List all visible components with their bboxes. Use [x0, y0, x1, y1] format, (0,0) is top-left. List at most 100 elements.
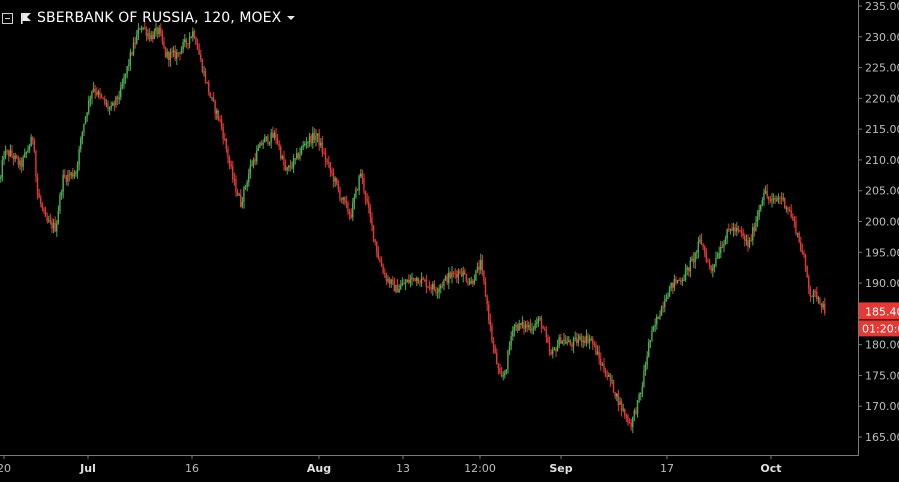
candle-body	[601, 364, 603, 366]
candle-body	[236, 191, 239, 196]
candle-body	[699, 239, 701, 242]
candle-body	[84, 116, 87, 124]
candle-body	[481, 259, 483, 271]
candle-body	[540, 317, 543, 327]
candle-body	[353, 197, 355, 203]
candle-body	[772, 198, 775, 200]
candle-body	[8, 150, 10, 157]
candle-body	[281, 156, 283, 159]
candle-body	[779, 197, 781, 199]
candle-body	[158, 27, 160, 35]
candle-body	[326, 160, 328, 162]
candle-body	[688, 267, 690, 272]
candle-body	[558, 337, 560, 346]
price-tick-label: 200.00	[865, 216, 899, 229]
candle-body	[552, 349, 554, 355]
candle-body	[264, 137, 266, 143]
candle-body	[774, 198, 776, 200]
candle-body	[508, 345, 511, 352]
candle-body	[537, 319, 539, 323]
candle-body	[292, 158, 295, 168]
candle-body	[361, 173, 363, 178]
candle-body	[472, 280, 474, 284]
candle-body	[595, 344, 597, 355]
candle-body	[372, 225, 375, 240]
candle-body	[435, 289, 437, 293]
candle-body	[611, 380, 613, 382]
candle-body	[225, 138, 227, 150]
candle-body	[16, 155, 18, 159]
candle-body	[169, 52, 171, 61]
candle-body	[147, 33, 149, 36]
candle-body	[748, 240, 751, 247]
candle-body	[633, 410, 635, 418]
candle-body	[121, 84, 123, 88]
candle-body	[715, 258, 717, 265]
countdown-badge	[859, 320, 899, 337]
candle-body	[275, 133, 277, 138]
candle-body	[625, 415, 627, 417]
candle-body	[209, 92, 211, 98]
candle-body	[641, 386, 643, 393]
candle-body	[771, 199, 773, 201]
candle-body	[344, 197, 346, 201]
candle-body	[566, 341, 568, 344]
candle-body	[776, 199, 778, 201]
candle-body	[76, 164, 79, 173]
candle-body	[638, 394, 640, 400]
candle-body	[201, 59, 203, 73]
last-price-badge	[859, 302, 899, 320]
candle-body	[580, 336, 583, 343]
candle-body	[140, 27, 143, 30]
candle-body	[732, 227, 735, 231]
candle-body	[131, 52, 133, 55]
candle-body	[408, 279, 410, 283]
candle-body	[564, 339, 567, 344]
candle-body	[577, 339, 579, 344]
caret-down-icon[interactable]	[287, 16, 296, 20]
candle-body	[30, 137, 32, 147]
candle-body	[1, 160, 3, 177]
candle-body	[273, 133, 275, 138]
candle-body	[387, 278, 389, 281]
candle-body	[132, 42, 135, 55]
candle-body	[345, 200, 347, 203]
candle-body	[332, 172, 335, 182]
candle-body	[270, 132, 272, 143]
collapse-icon[interactable]	[2, 12, 13, 24]
candle-body	[155, 27, 157, 32]
candle-body	[286, 167, 288, 171]
candle-body	[523, 322, 525, 329]
candle-body	[550, 352, 552, 355]
symbol-title[interactable]: SBERBANK OF RUSSIA, 120, MOEX	[37, 10, 282, 26]
candle-body	[752, 227, 754, 241]
price-tick-label: 235.00	[865, 0, 899, 13]
candle-body	[70, 172, 72, 176]
candle-body	[424, 279, 426, 281]
candle-body	[777, 197, 779, 200]
candle-body	[352, 202, 354, 218]
candle-body	[190, 36, 192, 38]
candle-body	[793, 218, 795, 222]
candle-body	[488, 304, 490, 320]
candle-body	[36, 176, 39, 194]
candle-body	[331, 170, 333, 173]
candle-body	[161, 33, 163, 42]
candle-body	[150, 35, 152, 40]
candle-body	[368, 201, 370, 208]
candle-body	[243, 187, 245, 202]
candle-body	[192, 31, 194, 37]
candle-body	[316, 133, 319, 136]
candle-body	[590, 338, 592, 340]
candle-body	[512, 330, 514, 337]
candle-body	[721, 246, 723, 248]
candle-body	[206, 81, 208, 83]
candle-body	[720, 246, 722, 254]
candle-body	[672, 282, 674, 288]
candle-body	[145, 28, 147, 36]
candle-body	[571, 344, 573, 347]
candle-body	[137, 28, 139, 35]
candle-body	[118, 97, 120, 100]
